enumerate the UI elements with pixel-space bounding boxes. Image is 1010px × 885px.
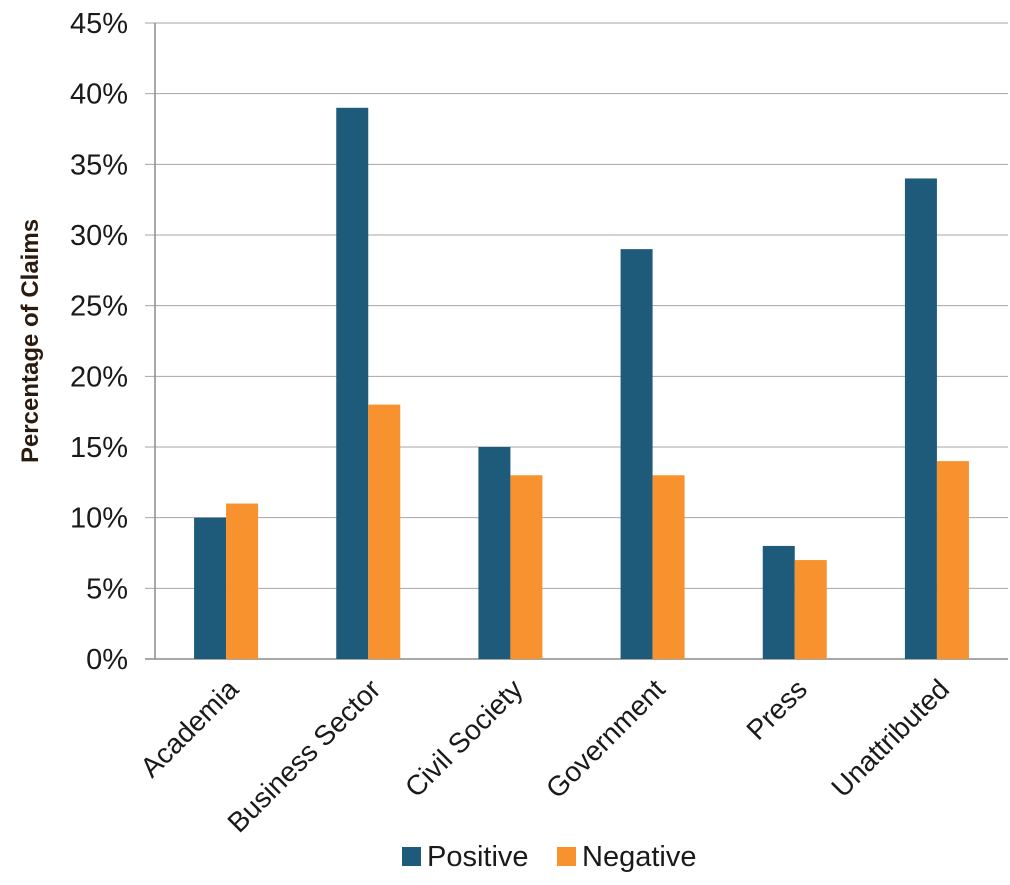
x-category-label: Government [540,673,671,804]
bar-negative-unattributed [936,461,969,659]
legend-label-positive: Positive [427,841,529,873]
y-tick-labels: 0% 5% 10% 15% 20% 25% 30% 35% 40% 45% [70,8,128,676]
legend-label-negative: Negative [582,841,696,873]
legend: Positive Negative [402,841,696,873]
bar-positive-unattributed [904,178,937,659]
bar-negative-government [652,475,685,659]
bar-negative-business-sector [368,404,401,659]
y-axis-title: Percentage of Claims [17,219,44,463]
x-category-label: Unattributed [825,673,955,803]
bar-positive-press [762,545,795,659]
y-tick-label: 30% [70,220,128,252]
bar-positive-civil-society [478,447,511,659]
bar-positive-government [620,249,653,659]
x-category-label: Press [740,673,813,746]
y-tick-label: 40% [70,79,128,111]
x-category-label: Civil Society [399,673,529,803]
y-tick-label: 35% [70,149,128,181]
y-tick-label: 10% [70,503,128,535]
y-tick-label: 15% [70,432,128,464]
y-tick-label: 0% [86,644,128,676]
grid-lines [145,22,1008,589]
bars [194,107,969,660]
legend-swatch-positive [402,847,421,866]
bar-negative-civil-society [510,475,543,659]
bar-positive-academia [194,517,227,659]
x-category-label: Academia [134,673,244,783]
y-tick-label: 5% [86,573,128,605]
bar-negative-press [794,560,827,659]
bar-negative-academia [226,503,259,659]
legend-swatch-negative [557,847,576,866]
y-tick-label: 20% [70,361,128,393]
y-tick-label: 25% [70,291,128,323]
y-tick-label: 45% [70,8,128,40]
x-category-label: Business Sector [222,673,387,838]
bar-positive-business-sector [336,107,369,660]
